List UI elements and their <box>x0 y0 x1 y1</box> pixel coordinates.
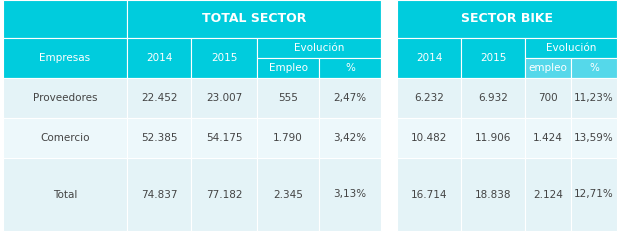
Text: %: % <box>345 63 355 73</box>
Bar <box>397 158 461 231</box>
Text: 16.714: 16.714 <box>410 190 447 200</box>
Text: SECTOR BIKE: SECTOR BIKE <box>461 12 553 26</box>
Text: 2015: 2015 <box>480 53 506 63</box>
Text: 555: 555 <box>278 93 298 103</box>
Bar <box>319 158 381 231</box>
Text: 3,13%: 3,13% <box>334 190 366 200</box>
Bar <box>3 78 127 118</box>
Text: 700: 700 <box>538 93 558 103</box>
Bar <box>381 78 397 118</box>
Bar <box>571 58 617 78</box>
Bar <box>525 58 571 78</box>
Text: 23.007: 23.007 <box>206 93 242 103</box>
Bar <box>461 78 525 118</box>
Text: 12,71%: 12,71% <box>574 190 614 200</box>
Text: 3,42%: 3,42% <box>334 133 366 143</box>
Bar <box>127 118 191 158</box>
Text: 2014: 2014 <box>416 53 442 63</box>
Bar <box>3 38 127 78</box>
Bar <box>319 78 381 118</box>
Bar <box>3 158 127 231</box>
Text: 2,47%: 2,47% <box>334 93 366 103</box>
Text: Empresas: Empresas <box>40 53 91 63</box>
Text: 18.838: 18.838 <box>475 190 512 200</box>
Bar <box>257 38 381 58</box>
Bar <box>191 118 257 158</box>
Text: Evolución: Evolución <box>546 43 596 53</box>
Bar <box>191 158 257 231</box>
Text: 2.345: 2.345 <box>273 190 303 200</box>
Bar <box>525 118 571 158</box>
Bar <box>257 58 319 78</box>
Text: 2.124: 2.124 <box>533 190 563 200</box>
Bar <box>571 158 617 231</box>
Bar <box>257 78 319 118</box>
Bar <box>381 38 397 78</box>
Text: Proveedores: Proveedores <box>33 93 97 103</box>
Text: TOTAL SECTOR: TOTAL SECTOR <box>202 12 306 26</box>
Text: 1.424: 1.424 <box>533 133 563 143</box>
Text: 1.790: 1.790 <box>273 133 303 143</box>
Text: 11,23%: 11,23% <box>574 93 614 103</box>
Text: Empleo: Empleo <box>268 63 308 73</box>
Text: %: % <box>589 63 599 73</box>
Bar <box>525 158 571 231</box>
Text: 54.175: 54.175 <box>206 133 242 143</box>
Bar <box>571 78 617 118</box>
Bar <box>397 38 461 78</box>
Bar <box>525 38 617 58</box>
Bar <box>461 38 525 78</box>
Text: 22.452: 22.452 <box>141 93 177 103</box>
Bar <box>461 158 525 231</box>
Text: 6.232: 6.232 <box>414 93 444 103</box>
Bar <box>461 118 525 158</box>
Bar <box>127 78 191 118</box>
Text: 6.932: 6.932 <box>478 93 508 103</box>
Bar <box>397 0 617 38</box>
Bar <box>127 0 381 38</box>
Text: 77.182: 77.182 <box>206 190 242 200</box>
Text: 11.906: 11.906 <box>475 133 511 143</box>
Bar <box>319 58 381 78</box>
Text: 52.385: 52.385 <box>141 133 177 143</box>
Text: 13,59%: 13,59% <box>574 133 614 143</box>
Bar <box>127 158 191 231</box>
Bar <box>127 38 191 78</box>
Bar <box>3 0 127 38</box>
Bar <box>397 78 461 118</box>
Text: 2015: 2015 <box>211 53 237 63</box>
Text: empleo: empleo <box>529 63 567 73</box>
Bar <box>191 78 257 118</box>
Bar <box>381 0 397 38</box>
Bar <box>525 78 571 118</box>
Bar <box>397 118 461 158</box>
Text: Total: Total <box>53 190 77 200</box>
Bar <box>257 118 319 158</box>
Bar <box>381 158 397 231</box>
Bar <box>319 118 381 158</box>
Text: Evolución: Evolución <box>294 43 344 53</box>
Bar <box>3 118 127 158</box>
Bar <box>381 118 397 158</box>
Text: 10.482: 10.482 <box>411 133 447 143</box>
Bar <box>191 38 257 78</box>
Text: Comercio: Comercio <box>40 133 90 143</box>
Bar <box>257 158 319 231</box>
Text: 74.837: 74.837 <box>141 190 177 200</box>
Bar <box>571 118 617 158</box>
Text: 2014: 2014 <box>146 53 172 63</box>
